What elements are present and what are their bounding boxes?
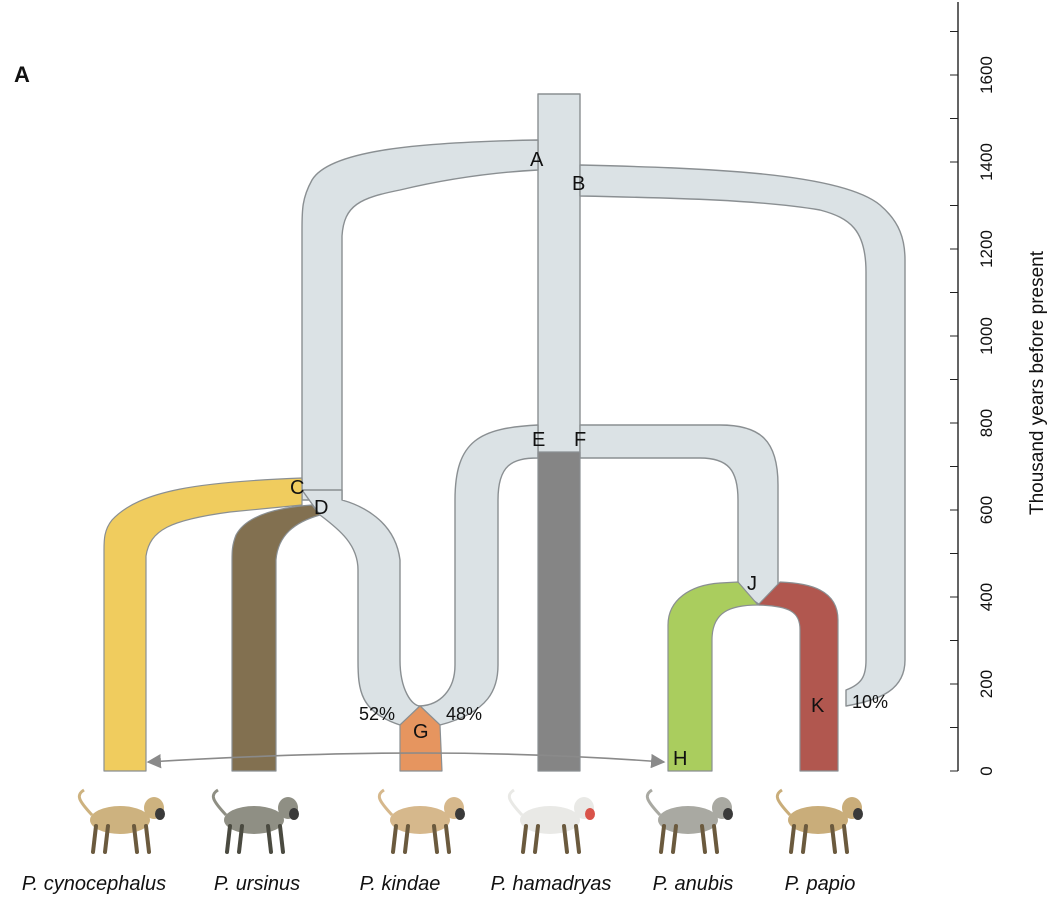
- branch-B-to-K: [579, 164, 906, 707]
- pct-k: 10%: [852, 692, 888, 712]
- gene-flow-arrow: [146, 752, 666, 769]
- node-label-b: B: [572, 173, 585, 195]
- species-name: P. anubis: [653, 873, 734, 895]
- node-label-a: A: [530, 149, 544, 171]
- node-label-f: F: [574, 429, 586, 451]
- axis-tick-labels: 0 200 400 600 800 1000 1200 1400 1600: [977, 56, 996, 776]
- node-label-g: G: [413, 721, 429, 743]
- axis-tick-label: 1200: [977, 230, 996, 268]
- branch-E-to-G: [419, 424, 539, 726]
- axis-tick-label: 400: [977, 583, 996, 611]
- axis-tick-label: 800: [977, 409, 996, 437]
- node-label-d: D: [314, 497, 328, 519]
- axis-tick-label: 1400: [977, 143, 996, 181]
- lineage-hamadryas: [537, 451, 581, 772]
- pct-g-right: 48%: [446, 704, 482, 724]
- baboon-anubis-icon: [645, 788, 733, 854]
- axis-tick-label: 600: [977, 496, 996, 524]
- time-axis: 0 200 400 600 800 1000 1200 1400 1600 Thousand y…: [950, 2, 1048, 776]
- node-label-c: C: [290, 477, 304, 499]
- baboon-hamadryas-icon: [507, 788, 595, 854]
- species-row: P. cynocephalus P. ursinus P. kindae P. ham…: [22, 788, 863, 895]
- node-label-h: H: [673, 748, 687, 770]
- axis-title: Thousand years before present: [1027, 250, 1048, 515]
- node-labels: A B C D E F G H J K: [290, 149, 825, 770]
- lineage-ursinus: [231, 504, 321, 772]
- species-name: P. ursinus: [214, 873, 300, 895]
- axis-tick-label: 1000: [977, 317, 996, 355]
- baboon-cynocephalus-icon: [77, 788, 165, 854]
- baboon-ursinus-icon: [211, 788, 299, 854]
- panel-label: A: [14, 62, 30, 87]
- axis-tick-label: 200: [977, 670, 996, 698]
- axis-ticks: [950, 31, 958, 772]
- baboon-kindae-icon: [377, 788, 465, 854]
- node-label-k: K: [811, 695, 825, 717]
- axis-tick-label: 1600: [977, 56, 996, 94]
- species-name: P. papio: [785, 873, 856, 895]
- species-name: P. hamadryas: [491, 873, 612, 895]
- node-label-e: E: [532, 429, 545, 451]
- baboon-papio-icon: [775, 788, 863, 854]
- root-trunk: [537, 93, 581, 456]
- species-name: P. cynocephalus: [22, 873, 166, 895]
- admixture-percentages: 52% 48% 10%: [359, 692, 888, 724]
- branch-D-to-G: [301, 489, 421, 726]
- axis-tick-label: 0: [977, 766, 996, 775]
- lineage-papio: [757, 581, 839, 772]
- lineage-anubis: [667, 581, 759, 772]
- species-name: P. kindae: [360, 873, 441, 895]
- node-label-j: J: [747, 573, 757, 595]
- lineage-cynocephalus: [103, 477, 303, 772]
- pct-g-left: 52%: [359, 704, 395, 724]
